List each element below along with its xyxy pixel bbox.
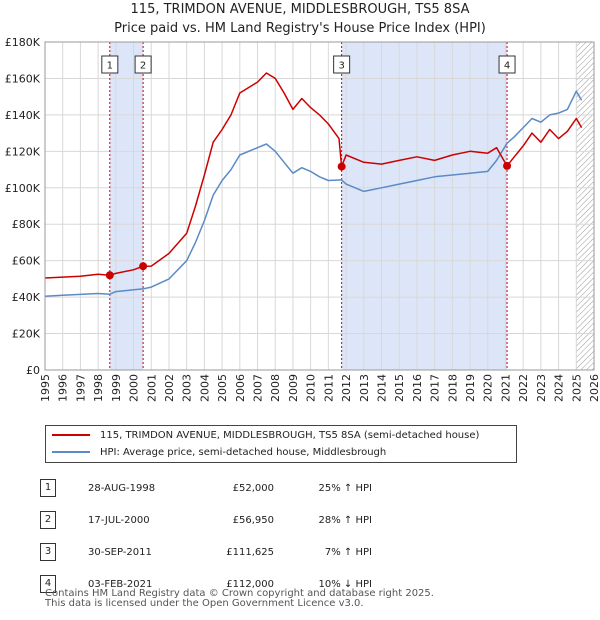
x-tick-label: 2018 <box>446 374 459 402</box>
x-tick-label: 2013 <box>358 374 371 402</box>
legend-swatch-hpi <box>52 451 90 453</box>
x-tick-label: 2007 <box>252 374 265 402</box>
chart-subtitle: Price paid vs. HM Land Registry's House … <box>114 21 486 36</box>
price-chart: £0 £20K £40K £60K £80K £100K £120K £140K £160K £1… <box>5 36 600 402</box>
sale-point <box>503 161 512 170</box>
x-tick-label: 2022 <box>517 374 530 402</box>
x-tick-label: 2003 <box>181 374 194 402</box>
footer-copyright: Contains HM Land Registry data © Crown c… <box>45 588 434 599</box>
sale-date: 30-SEP-2011 <box>88 546 152 558</box>
x-tick-label: 2005 <box>216 374 229 402</box>
forecast-hatch <box>576 42 594 370</box>
y-tick-label: £140K <box>5 109 41 122</box>
sale-hpi-diff: 28% ↑ HPI <box>318 514 372 526</box>
hpi-line <box>44 90 583 297</box>
y-tick-label: £120K <box>5 145 41 158</box>
y-tick-label: £40K <box>12 291 41 304</box>
y-tick-label: £20K <box>12 328 41 341</box>
x-tick-label: 2000 <box>128 374 141 402</box>
x-tick-label: 2001 <box>145 374 158 402</box>
shaded-period <box>341 42 508 370</box>
y-tick-label: £160K <box>5 72 41 85</box>
x-tick-label: 2016 <box>411 374 424 402</box>
sale-label-number: 4 <box>504 61 510 72</box>
sale-label-box <box>134 55 152 74</box>
x-tick-label: 2010 <box>305 374 318 402</box>
x-tick-label: 2015 <box>393 374 406 402</box>
x-tick-label: 2011 <box>322 374 335 402</box>
sale-badge: 4 <box>40 575 56 593</box>
sale-badge: 2 <box>40 511 56 529</box>
sale-price: £112,000 <box>226 578 274 590</box>
sale-label-box <box>498 55 516 74</box>
sale-date: 28-AUG-1998 <box>88 482 156 494</box>
sale-hpi-diff: 7% ↑ HPI <box>324 546 372 558</box>
x-tick-label: 1998 <box>92 374 105 402</box>
sale-badge: 1 <box>40 479 56 497</box>
footer-licence: This data is licensed under the Open Gov… <box>45 598 364 609</box>
sale-label-number: 3 <box>338 61 344 72</box>
chart-legend: 115, TRIMDON AVENUE, MIDDLESBROUGH, TS5 … <box>45 425 517 463</box>
sale-hpi-diff: 10% ↓ HPI <box>318 578 372 590</box>
x-tick-label: 2006 <box>234 374 247 402</box>
x-tick-label: 2019 <box>464 374 477 402</box>
sale-price: £111,625 <box>226 546 274 558</box>
sale-date: 03-FEB-2021 <box>88 578 153 590</box>
table-row: 3 30-SEP-2011 £111,625 7% ↑ HPI <box>40 536 372 568</box>
sale-date: 17-JUL-2000 <box>88 514 150 526</box>
plot-border <box>44 41 595 371</box>
y-tick-label: £100K <box>5 182 41 195</box>
legend-label-hpi: HPI: Average price, semi-detached house,… <box>100 447 387 458</box>
sale-point <box>105 271 114 280</box>
footer-note: Contains HM Land Registry data © Crown c… <box>45 589 434 609</box>
sale-label-number: 1 <box>107 61 113 72</box>
table-row: 1 28-AUG-1998 £52,000 25% ↑ HPI <box>40 472 372 504</box>
x-tick-label: 2012 <box>340 374 353 402</box>
x-tick-label: 2024 <box>553 374 566 402</box>
x-tick-label: 1999 <box>110 374 123 402</box>
legend-label-property: 115, TRIMDON AVENUE, MIDDLESBROUGH, TS5 … <box>100 430 480 441</box>
x-tick-label: 2002 <box>163 374 176 402</box>
x-tick-label: 2020 <box>482 374 495 402</box>
x-tick-label: 2014 <box>375 374 388 402</box>
transactions-table: 1 28-AUG-1998 £52,000 25% ↑ HPI 2 17-JUL… <box>40 472 372 600</box>
chart-title: 115, TRIMDON AVENUE, MIDDLESBROUGH, TS5 … <box>130 2 470 17</box>
legend-item-property: 115, TRIMDON AVENUE, MIDDLESBROUGH, TS5 … <box>52 428 479 444</box>
sale-point <box>139 262 148 271</box>
sale-label-box <box>101 55 119 74</box>
y-tick-label: £60K <box>12 255 41 268</box>
table-row: 2 17-JUL-2000 £56,950 28% ↑ HPI <box>40 504 372 536</box>
legend-swatch-property <box>52 434 90 436</box>
property-price-line <box>44 72 583 279</box>
x-tick-label: 2017 <box>429 374 442 402</box>
sale-label-box <box>333 55 351 74</box>
x-tick-label: 2009 <box>287 374 300 402</box>
shaded-period <box>109 42 144 370</box>
x-tick-label: 2023 <box>535 374 548 402</box>
sale-label-number: 2 <box>140 61 146 72</box>
x-tick-label: 2008 <box>269 374 282 402</box>
sale-point <box>337 162 346 171</box>
sale-badge: 3 <box>40 543 56 561</box>
y-tick-label: £180K <box>5 36 41 49</box>
x-tick-label: 1995 <box>39 374 52 402</box>
x-tick-label: 1996 <box>57 374 70 402</box>
legend-item-hpi: HPI: Average price, semi-detached house,… <box>52 445 386 461</box>
y-tick-label: £80K <box>12 218 41 231</box>
sale-price: £56,950 <box>232 514 274 526</box>
x-tick-label: 2004 <box>198 374 211 402</box>
x-tick-label: 2025 <box>570 374 583 402</box>
table-row: 4 03-FEB-2021 £112,000 10% ↓ HPI <box>40 568 372 600</box>
y-tick-label: £0 <box>26 364 40 377</box>
sale-price: £52,000 <box>232 482 274 494</box>
x-tick-label: 1997 <box>74 374 87 402</box>
x-tick-label: 2026 <box>588 374 600 402</box>
sale-hpi-diff: 25% ↑ HPI <box>318 482 372 494</box>
x-tick-label: 2021 <box>499 374 512 402</box>
